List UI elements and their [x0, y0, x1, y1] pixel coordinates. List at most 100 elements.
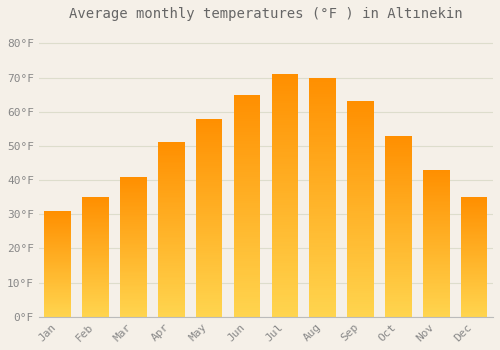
Bar — [234, 159, 260, 161]
Bar — [44, 232, 71, 233]
Bar — [310, 267, 336, 269]
Bar — [120, 194, 146, 195]
Bar — [272, 217, 298, 220]
Bar — [120, 248, 146, 250]
Bar — [158, 315, 184, 317]
Bar — [423, 255, 450, 257]
Bar — [423, 285, 450, 286]
Bar — [385, 262, 411, 264]
Bar — [385, 164, 411, 167]
Bar — [196, 162, 222, 164]
Bar — [272, 82, 298, 84]
Bar — [461, 253, 487, 254]
Bar — [310, 207, 336, 209]
Bar — [461, 316, 487, 317]
Bar — [82, 204, 109, 205]
Bar — [82, 248, 109, 250]
Bar — [461, 204, 487, 205]
Bar — [158, 198, 184, 200]
Bar — [158, 188, 184, 190]
Bar — [423, 283, 450, 285]
Bar — [120, 275, 146, 276]
Bar — [82, 256, 109, 257]
Bar — [348, 306, 374, 308]
Bar — [348, 138, 374, 140]
Bar — [310, 87, 336, 90]
Bar — [310, 142, 336, 145]
Bar — [272, 232, 298, 234]
Bar — [272, 266, 298, 268]
Bar — [196, 236, 222, 238]
Bar — [196, 257, 222, 259]
Bar — [158, 286, 184, 287]
Bar — [385, 148, 411, 150]
Bar — [120, 278, 146, 279]
Bar — [44, 272, 71, 273]
Bar — [82, 203, 109, 204]
Bar — [423, 261, 450, 262]
Bar — [82, 306, 109, 307]
Bar — [310, 118, 336, 121]
Bar — [120, 191, 146, 192]
Bar — [196, 122, 222, 125]
Bar — [44, 214, 71, 215]
Bar — [120, 205, 146, 206]
Bar — [120, 198, 146, 199]
Bar — [310, 240, 336, 243]
Bar — [82, 311, 109, 312]
Bar — [82, 216, 109, 217]
Bar — [461, 209, 487, 210]
Bar — [272, 273, 298, 275]
Bar — [310, 99, 336, 102]
Bar — [348, 142, 374, 145]
Bar — [120, 261, 146, 262]
Bar — [120, 223, 146, 224]
Bar — [310, 104, 336, 106]
Bar — [348, 181, 374, 183]
Bar — [461, 243, 487, 244]
Bar — [234, 237, 260, 239]
Bar — [272, 193, 298, 195]
Bar — [348, 117, 374, 119]
Bar — [82, 252, 109, 253]
Bar — [158, 272, 184, 273]
Bar — [44, 314, 71, 315]
Bar — [310, 290, 336, 293]
Bar — [158, 256, 184, 258]
Bar — [158, 190, 184, 191]
Bar — [44, 253, 71, 254]
Bar — [348, 209, 374, 211]
Bar — [196, 198, 222, 200]
Bar — [461, 296, 487, 298]
Bar — [120, 184, 146, 185]
Bar — [44, 239, 71, 240]
Bar — [272, 208, 298, 210]
Bar — [44, 296, 71, 297]
Bar — [234, 312, 260, 315]
Bar — [158, 247, 184, 249]
Bar — [44, 303, 71, 304]
Bar — [310, 123, 336, 125]
Bar — [348, 121, 374, 123]
Bar — [234, 241, 260, 244]
Bar — [196, 144, 222, 146]
Bar — [120, 237, 146, 238]
Bar — [272, 108, 298, 111]
Bar — [461, 263, 487, 264]
Bar — [461, 268, 487, 269]
Bar — [234, 234, 260, 237]
Bar — [310, 197, 336, 199]
Bar — [310, 228, 336, 231]
Bar — [385, 302, 411, 304]
Bar — [82, 199, 109, 201]
Bar — [82, 209, 109, 210]
Bar — [385, 150, 411, 152]
Bar — [461, 241, 487, 243]
Bar — [461, 208, 487, 209]
Bar — [196, 233, 222, 236]
Bar — [158, 270, 184, 272]
Bar — [158, 275, 184, 277]
Bar — [272, 161, 298, 164]
Bar — [310, 257, 336, 259]
Bar — [82, 307, 109, 308]
